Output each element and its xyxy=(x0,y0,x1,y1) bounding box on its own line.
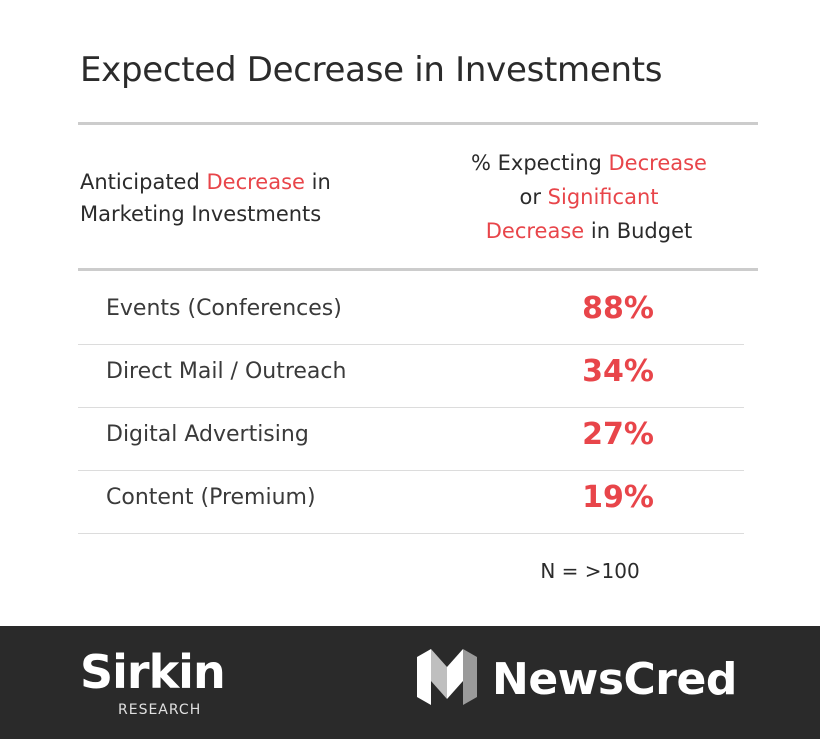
newscred-mark-icon xyxy=(417,649,477,705)
newscred-logo: NewsCred xyxy=(492,654,737,705)
table-row: Digital Advertising 27% xyxy=(78,408,744,471)
row-label: Digital Advertising xyxy=(106,422,309,447)
header-accent: Decrease xyxy=(608,151,707,175)
row-value: 27% xyxy=(582,417,654,452)
table-row: Direct Mail / Outreach 34% xyxy=(78,345,744,408)
column-header-category: Anticipated Decrease in Marketing Invest… xyxy=(80,166,420,230)
row-label: Content (Premium) xyxy=(106,485,316,510)
sirkin-logo: Sirkin xyxy=(80,645,226,699)
sample-size-note: N = >100 xyxy=(540,559,640,583)
header-accent: Significant xyxy=(547,185,659,209)
header-text: in Budget xyxy=(584,219,693,243)
header-text: Anticipated xyxy=(80,170,207,194)
data-table: Events (Conferences) 88% Direct Mail / O… xyxy=(78,282,744,534)
row-value: 34% xyxy=(582,354,654,389)
sirkin-logo-subtitle: RESEARCH xyxy=(118,702,202,718)
header-accent: Decrease xyxy=(485,219,585,243)
header-text: or xyxy=(519,185,548,209)
footer-bar: Sirkin RESEARCH NewsCred xyxy=(0,626,820,739)
header-divider xyxy=(78,268,758,271)
table-row: Events (Conferences) 88% xyxy=(78,282,744,345)
row-value: 88% xyxy=(582,291,654,326)
header-text: in xyxy=(304,170,331,194)
column-header-percent: % Expecting Decrease or Significant Decr… xyxy=(428,146,750,248)
header-text: Marketing Investments xyxy=(80,202,322,226)
row-label: Direct Mail / Outreach xyxy=(106,359,347,384)
table-row: Content (Premium) 19% xyxy=(78,471,744,534)
row-label: Events (Conferences) xyxy=(106,296,342,321)
header-accent: Decrease xyxy=(206,170,305,194)
title-divider xyxy=(78,122,758,125)
header-text: % Expecting xyxy=(471,151,609,175)
page-title: Expected Decrease in Investments xyxy=(80,50,663,90)
row-value: 19% xyxy=(582,480,654,515)
